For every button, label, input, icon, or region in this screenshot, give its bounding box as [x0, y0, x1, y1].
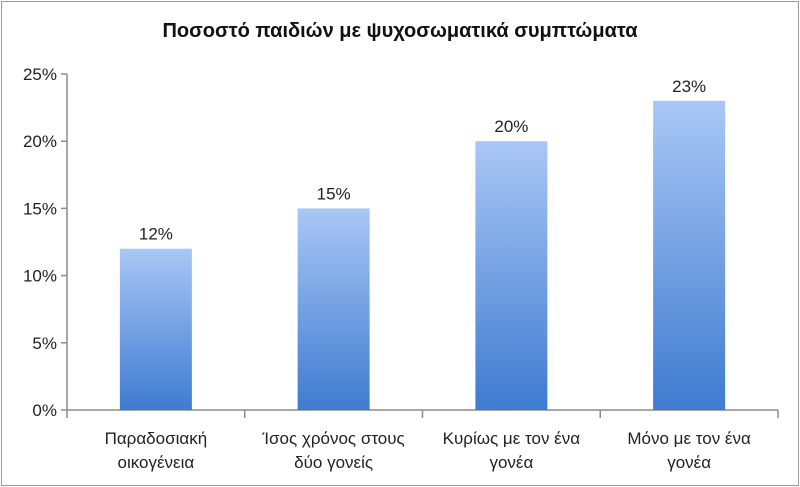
x-tick-label: οικογένεια — [118, 453, 195, 472]
y-tick-label: 10% — [23, 267, 57, 286]
y-tick-label: 5% — [32, 334, 57, 353]
bar — [119, 248, 192, 410]
x-tick-label: Κυρίως με τον ένα — [443, 429, 581, 448]
chart-title: Ποσοστό παιδιών με ψυχοσωματικά συμπτώμα… — [162, 20, 638, 42]
x-tick-label: Παραδοσιακή — [105, 429, 208, 448]
data-label: 15% — [317, 184, 351, 203]
x-tick-label: Ίσος χρόνος στους — [262, 429, 405, 448]
data-label: 20% — [494, 117, 528, 136]
x-tick-label: Μόνο με τον ένα — [627, 429, 751, 448]
y-tick-label: 0% — [32, 401, 57, 420]
bar — [653, 100, 726, 410]
y-tick-label: 25% — [23, 65, 57, 84]
bar — [475, 141, 548, 410]
y-tick-label: 15% — [23, 199, 57, 218]
bars — [119, 100, 726, 410]
data-label: 12% — [139, 225, 173, 244]
x-tick-label: γονέα — [489, 453, 533, 472]
x-tick-label: δύο γονείς — [294, 453, 373, 472]
bar — [297, 208, 370, 410]
data-label: 23% — [672, 77, 706, 96]
y-tick-label: 20% — [23, 132, 57, 151]
labels: 0% 5% 10% 15% 20% 25% 12% Παραδοσιακή οικογένεια… — [23, 65, 751, 472]
x-tick-label: γονέα — [667, 453, 711, 472]
